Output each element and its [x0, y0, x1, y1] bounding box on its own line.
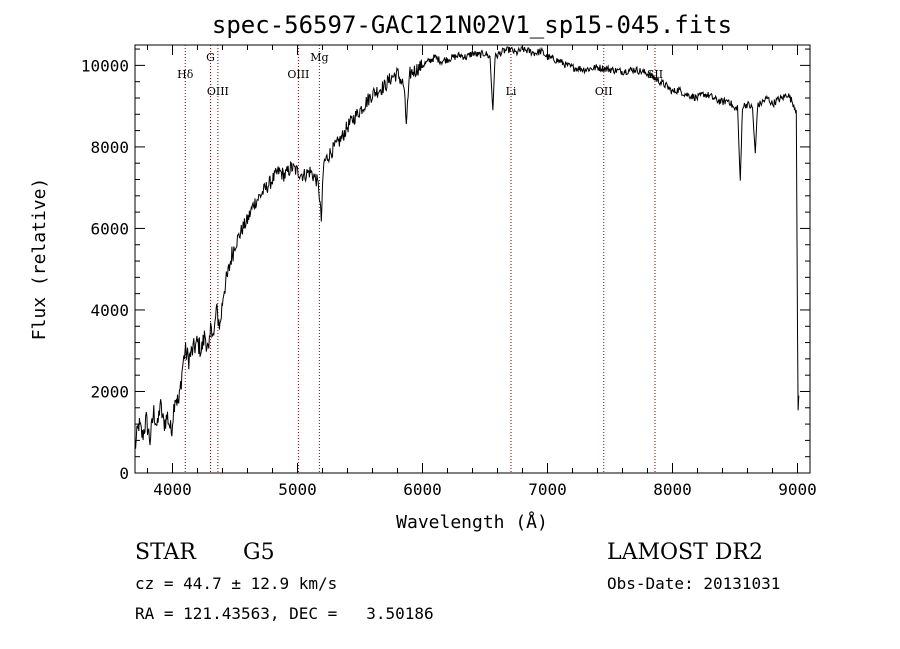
- spectral-line-label: OIII: [207, 85, 229, 98]
- y-tick-label: 4000: [90, 301, 129, 320]
- spectrum-line: [134, 46, 800, 449]
- axis-ticks: 4000 5000 6000 7000 8000 9000 0 2000 4000 6000 800…: [81, 45, 817, 499]
- y-axis-label: Flux (relative): [29, 178, 50, 341]
- object-class: STAR: [135, 540, 196, 565]
- chart-title: spec-56597-GAC121N02V1_sp15-045.fits: [212, 11, 732, 39]
- spectral-line-label: Hδ: [177, 68, 194, 81]
- object-subclass: G5: [243, 540, 275, 565]
- x-tick-label: 9000: [778, 480, 817, 499]
- spectral-line-label: OIII: [287, 68, 309, 81]
- y-tick-label: 10000: [81, 56, 129, 75]
- y-tick-label: 0: [119, 464, 129, 483]
- redshift-cz: cz = 44.7 ± 12.9 km/s: [135, 574, 338, 593]
- spectral-line-label: Li: [506, 85, 517, 98]
- x-tick-label: 4000: [153, 480, 192, 499]
- spectral-line-label: SII: [647, 68, 663, 81]
- ra-dec: RA = 121.43563, DEC = 3.50186: [135, 604, 434, 623]
- y-tick-label: 6000: [90, 219, 129, 238]
- x-tick-label: 7000: [528, 480, 567, 499]
- y-tick-label: 2000: [90, 382, 129, 401]
- spectral-line-label: G: [206, 51, 215, 64]
- spectral-line-label: OII: [595, 85, 613, 98]
- survey-name: LAMOST DR2: [607, 540, 763, 565]
- x-axis-label: Wavelength (Å): [396, 511, 548, 533]
- spectral-line-label: Mg: [310, 51, 328, 64]
- x-tick-label: 6000: [403, 480, 442, 499]
- x-tick-label: 8000: [653, 480, 692, 499]
- y-tick-label: 8000: [90, 138, 129, 157]
- plot-frame: [134, 44, 811, 474]
- observation-date: Obs-Date: 20131031: [607, 574, 781, 593]
- x-tick-label: 5000: [278, 480, 317, 499]
